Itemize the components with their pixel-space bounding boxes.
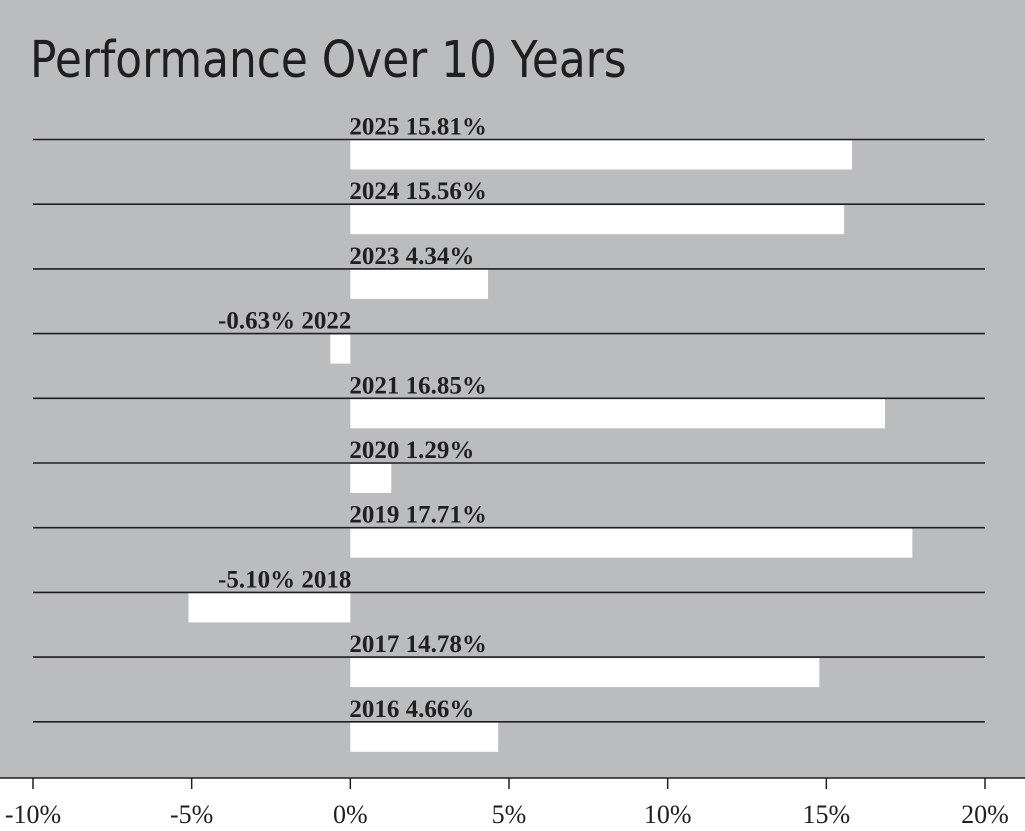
x-tick-label: 5% [492, 800, 527, 829]
x-tick-label: 10% [644, 800, 692, 829]
x-tick-label: 0% [333, 800, 368, 829]
x-tick-label: 20% [961, 800, 1009, 829]
bar-2017 [350, 658, 820, 688]
bar-label-2024: 2024 15.56% [349, 178, 487, 205]
bar-2023 [350, 269, 489, 299]
bar-labels: 2025 15.81% 2024 15.56% 2023 4.34% -0.63% 2… [218, 114, 487, 723]
bars [188, 140, 913, 752]
bar-2021 [350, 399, 886, 429]
bar-label-2023: 2023 4.34% [349, 243, 474, 270]
bar-label-2016: 2016 4.66% [349, 696, 474, 723]
bar-label-2025: 2025 15.81% [349, 114, 487, 141]
bar-label-2020: 2020 1.29% [349, 437, 474, 464]
bar-label-2021: 2021 16.85% [349, 372, 487, 399]
bar-label-2019: 2019 17.71% [349, 502, 487, 529]
bar-2019 [350, 528, 913, 558]
bar-2022 [330, 334, 351, 364]
x-tick-label: -5% [170, 800, 213, 829]
plot-background [0, 0, 1025, 778]
x-axis-ticks: -10% -5% 0% 5% 10% 15% 20% [5, 778, 1009, 829]
bar-label-2018: -5.10% 2018 [218, 566, 351, 593]
bar-2025 [350, 140, 853, 170]
bar-2020 [350, 464, 392, 493]
bar-2024 [350, 205, 845, 235]
bar-label-2017: 2017 14.78% [349, 631, 487, 658]
row-rules [33, 138, 985, 723]
x-tick-label: 15% [802, 800, 850, 829]
bar-2016 [350, 722, 499, 752]
chart-title: Performance Over 10 Years [30, 31, 627, 90]
bar-label-2022: -0.63% 2022 [218, 308, 351, 335]
x-tick-label: -10% [5, 800, 61, 829]
bar-2018 [188, 593, 351, 623]
